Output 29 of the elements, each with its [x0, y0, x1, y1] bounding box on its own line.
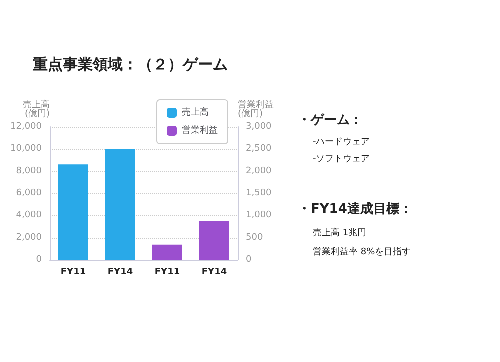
y2-tick-label: 0 [246, 255, 252, 265]
x-tick-label: FY14 [108, 268, 134, 278]
y2-tick-label: 2,000 [246, 166, 272, 176]
y-tick-label: 8,000 [16, 166, 42, 176]
y2-axis-title: 営業利益 (億円) [238, 100, 274, 120]
y2-tick-label: 3,000 [246, 122, 272, 132]
y2-tick-label: 1,500 [246, 188, 272, 198]
y-tick-label: 12,000 [10, 122, 42, 132]
legend-label: 営業利益 [182, 125, 218, 136]
text: 売上高 1兆円 [313, 228, 367, 238]
y-tick-label: 0 [36, 255, 42, 265]
text: -ハードウェア [313, 138, 370, 148]
y2-tick-label: 2,500 [246, 144, 272, 154]
text: 営業利益率 8%を目指す [313, 246, 412, 258]
y-tick-label: 10,000 [10, 144, 42, 154]
legend-label: 売上高 [182, 107, 209, 118]
y-tick-label: 2,000 [16, 232, 42, 243]
x-tick-label: FY11 [60, 268, 86, 278]
y-tick-label: 4,000 [16, 210, 42, 221]
chart-title: 重点事業領域：（２）ゲーム [32, 56, 228, 74]
text: -ソフトウェア [313, 154, 370, 164]
x-tick-label: FY14 [202, 268, 228, 278]
y-tick-label: 6,000 [16, 188, 42, 198]
x-tick-label: FY11 [154, 268, 180, 278]
y2-tick-label: 500 [246, 232, 264, 243]
text: ・ゲーム： [298, 113, 363, 128]
text: ・FY14達成目標： [298, 202, 412, 217]
y2-tick-label: 1,000 [246, 210, 272, 221]
y-axis-title: 売上高 (億円) [23, 100, 50, 120]
